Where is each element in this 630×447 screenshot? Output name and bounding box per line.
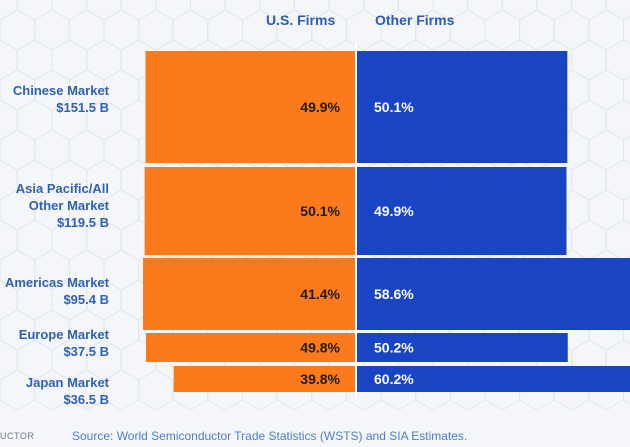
legend-us-firms: U.S. Firms bbox=[266, 12, 336, 28]
bar-other-row-4 bbox=[357, 366, 630, 392]
row-label-2: Americas Market $95.4 B bbox=[5, 274, 109, 308]
row-label-line: $37.5 B bbox=[63, 344, 109, 359]
row-label-line: Americas Market bbox=[4, 275, 109, 290]
label-us-row-0: 49.9% bbox=[300, 99, 340, 115]
label-us-row-1: 50.1% bbox=[300, 203, 340, 219]
label-other-row-4: 60.2% bbox=[374, 371, 414, 387]
row-label-line: $151.5 B bbox=[56, 100, 109, 115]
label-us-row-3: 49.8% bbox=[300, 340, 340, 356]
label-other-row-0: 50.1% bbox=[374, 99, 414, 115]
row-label-4: Japan Market $36.5 B bbox=[26, 374, 109, 408]
label-other-row-3: 50.2% bbox=[374, 340, 414, 356]
bar-us-row-1 bbox=[144, 167, 355, 255]
bar-us-row-4 bbox=[173, 366, 355, 392]
bar-other-row-2 bbox=[357, 258, 630, 330]
row-label-line: Other Market bbox=[28, 198, 109, 213]
row-label-3: Europe Market $37.5 B bbox=[19, 326, 109, 360]
row-label-line: $36.5 B bbox=[63, 392, 109, 407]
bar-other-row-0 bbox=[357, 51, 568, 163]
row-label-line: $95.4 B bbox=[63, 292, 109, 307]
bar-us-row-0 bbox=[145, 51, 355, 163]
bar-us-row-3 bbox=[145, 333, 355, 362]
legend-other-firms: Other Firms bbox=[375, 12, 455, 28]
row-label-1: Asia Pacific/All Other Market $119.5 B bbox=[16, 180, 109, 231]
row-label-line: $119.5 B bbox=[56, 215, 109, 230]
bar-other-row-1 bbox=[357, 167, 567, 255]
source-note: Source: World Semiconductor Trade Statis… bbox=[72, 429, 468, 443]
row-label-0: Chinese Market $151.5 B bbox=[13, 82, 109, 116]
label-us-row-4: 39.8% bbox=[300, 371, 340, 387]
label-other-row-2: 58.6% bbox=[374, 286, 414, 302]
bar-other-row-3 bbox=[357, 333, 568, 362]
label-us-row-2: 41.4% bbox=[300, 286, 340, 302]
row-label-line: Chinese Market bbox=[12, 83, 109, 98]
label-other-row-1: 49.9% bbox=[374, 203, 414, 219]
row-label-line: Europe Market bbox=[18, 327, 109, 342]
row-label-line: Asia Pacific/All bbox=[15, 181, 109, 196]
row-label-line: Japan Market bbox=[25, 375, 109, 390]
bar-us-row-2 bbox=[143, 258, 355, 330]
brand-fragment: UCTOR bbox=[0, 431, 35, 441]
